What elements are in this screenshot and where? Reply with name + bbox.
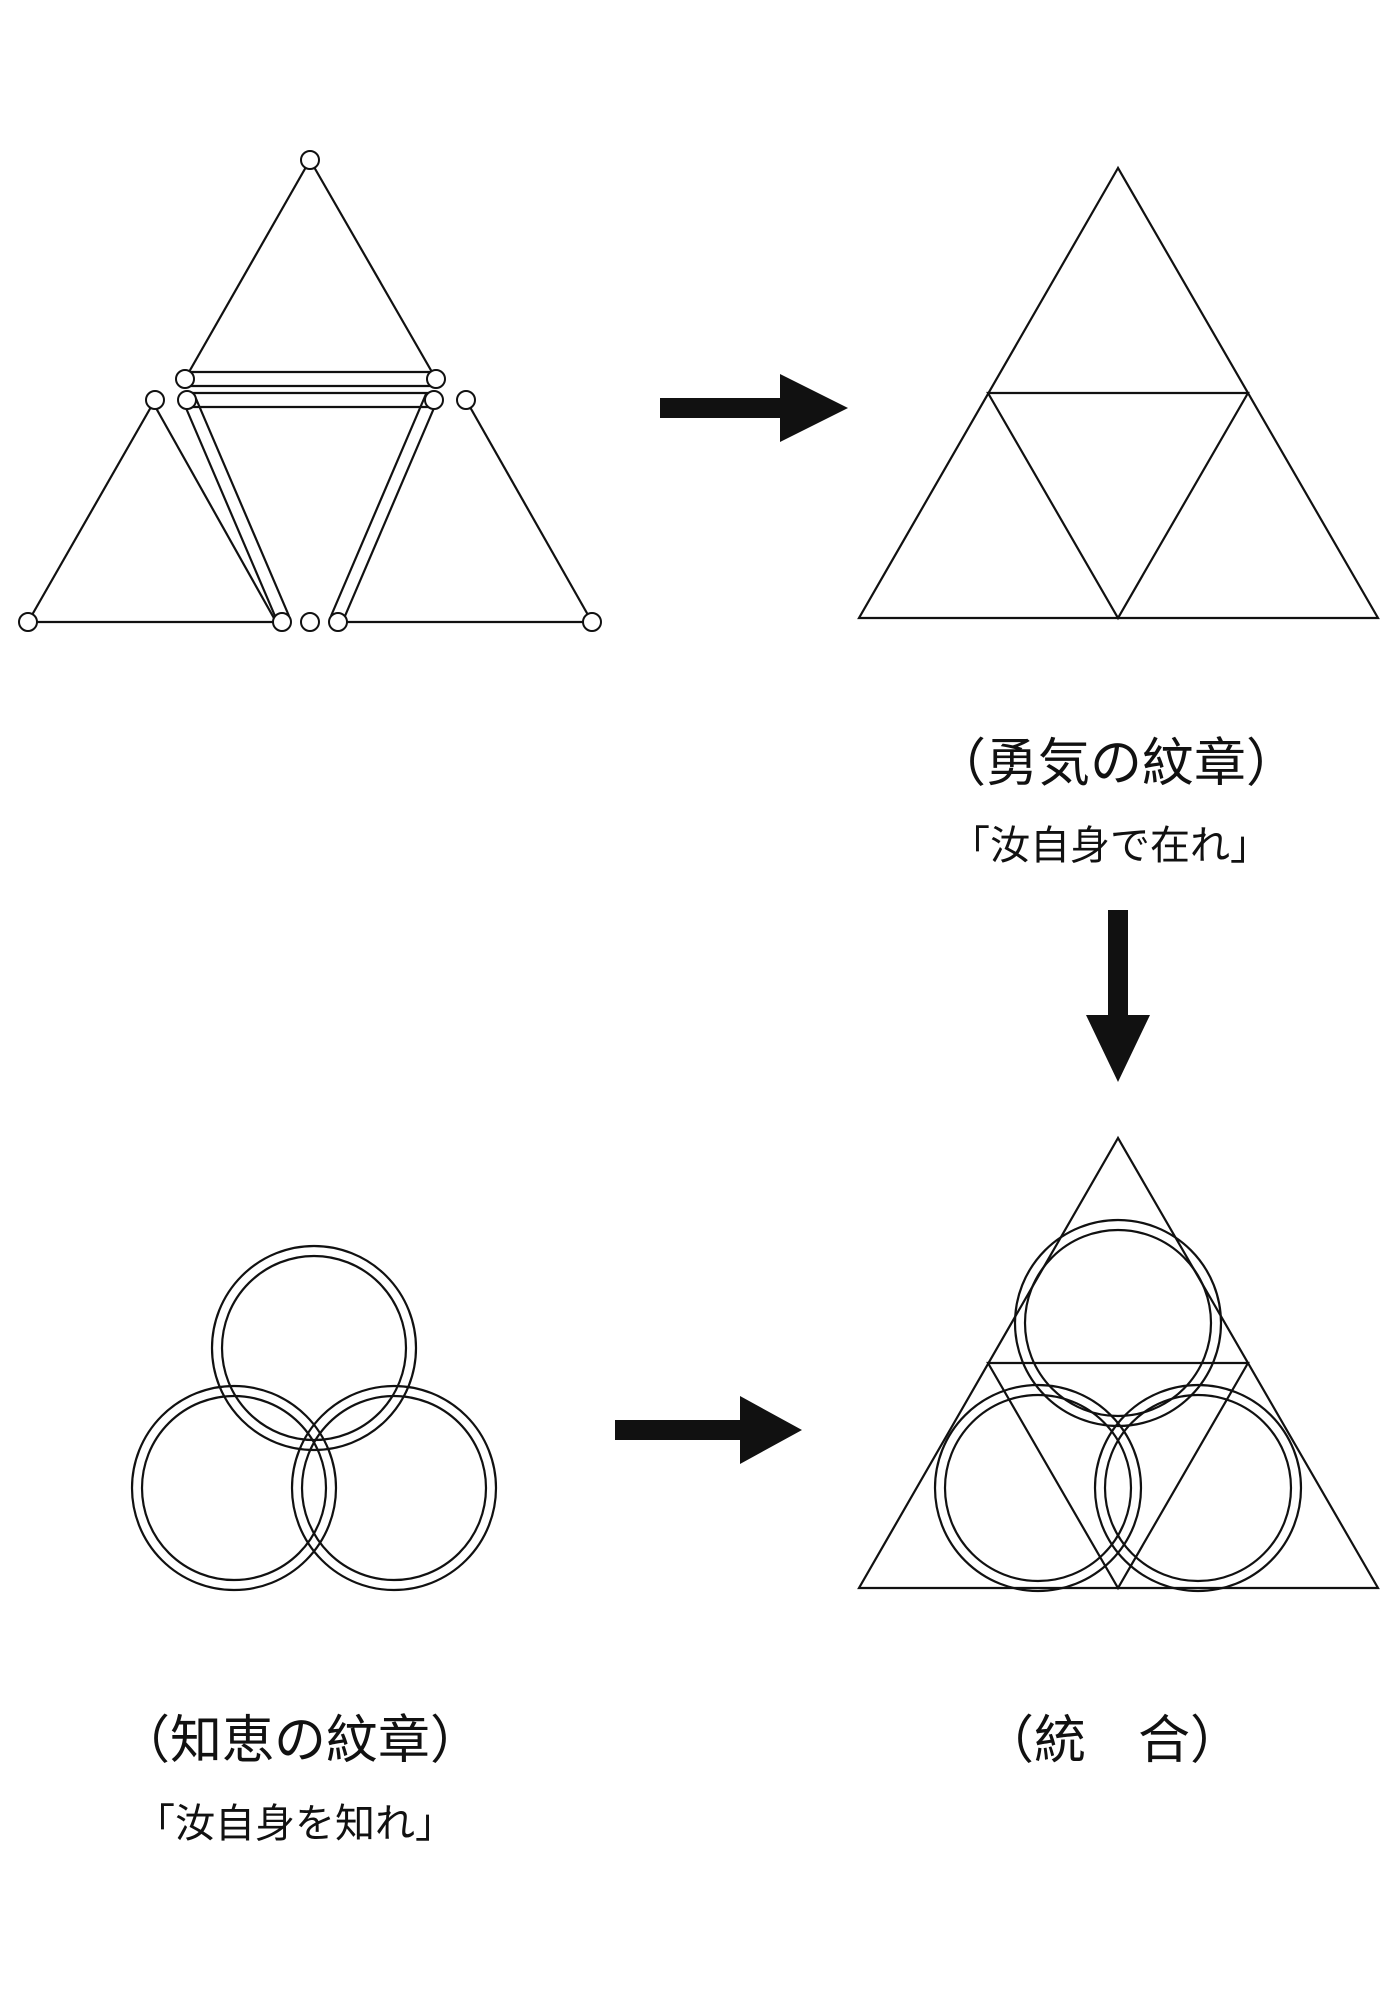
union-crest <box>857 1135 1380 1593</box>
wisdom-title: （知恵の紋章） <box>117 1711 483 1771</box>
courage-motto: 「汝自身で在れ」 <box>950 823 1270 869</box>
union-title: （統 合） <box>981 1711 1243 1771</box>
wisdom-crest-rings <box>130 1244 498 1592</box>
wisdom-motto: 「汝自身を知れ」 <box>135 1801 455 1847</box>
courage-crest-triangles <box>857 165 1380 621</box>
right-arrow <box>660 374 848 442</box>
down-arrow <box>1086 910 1150 1082</box>
right-arrow <box>615 1396 802 1464</box>
courage-title: （勇気の紋章） <box>933 734 1299 794</box>
exploded-triangles-figure <box>18 150 602 632</box>
